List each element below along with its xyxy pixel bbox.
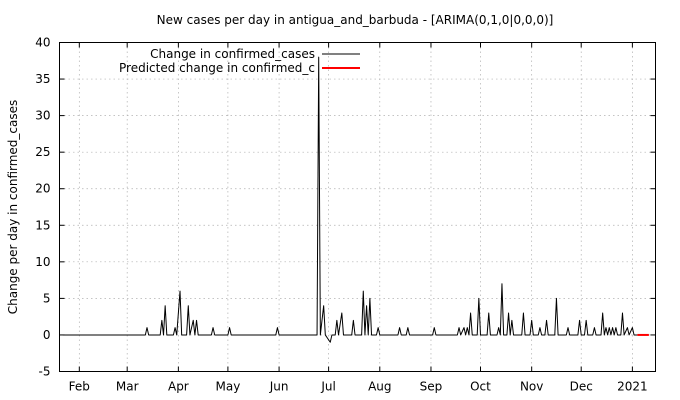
y-tick-label: 30 xyxy=(35,109,50,123)
y-tick-label: 15 xyxy=(35,218,50,232)
x-tick-label: Aug xyxy=(368,380,391,394)
x-tick-label: Jul xyxy=(320,380,335,394)
legend-label: Change in confirmed_cases xyxy=(150,47,315,61)
series-layer xyxy=(62,56,649,343)
x-tick-label: Mar xyxy=(116,380,139,394)
x-tick-label: May xyxy=(215,380,240,394)
x-tick-label: 2021 xyxy=(617,380,648,394)
y-tick-label: 10 xyxy=(35,255,50,269)
y-tick-label: 0 xyxy=(43,328,51,342)
y-tick-label: 25 xyxy=(35,145,50,159)
y-tick-label: -5 xyxy=(39,365,51,379)
tick-layer: -5 0 5 10 15 20 25 30 35 40 Feb Mar Apr May Jun Jul Aug S… xyxy=(35,36,656,394)
x-tick-label: Dec xyxy=(570,380,593,394)
x-tick-label: Apr xyxy=(168,380,189,394)
x-tick-label: Jun xyxy=(269,380,289,394)
y-axis-label: Change per day in confirmed_cases xyxy=(6,100,20,315)
chart-title: New cases per day in antigua_and_barbuda… xyxy=(157,13,554,27)
y-tick-label: 20 xyxy=(35,182,50,196)
y-tick-label: 5 xyxy=(43,291,51,305)
x-tick-label: Sep xyxy=(420,380,443,394)
grid-layer xyxy=(59,42,656,372)
series-line-confirmed-cases xyxy=(62,56,638,343)
x-tick-label: Oct xyxy=(470,380,491,394)
y-tick-label: 40 xyxy=(35,36,50,50)
y-tick-label: 35 xyxy=(35,72,50,86)
legend-label: Predicted change in confirmed_c xyxy=(119,61,315,75)
x-tick-label: Nov xyxy=(520,380,543,394)
x-tick-label: Feb xyxy=(69,380,90,394)
plot-frame xyxy=(59,42,656,372)
